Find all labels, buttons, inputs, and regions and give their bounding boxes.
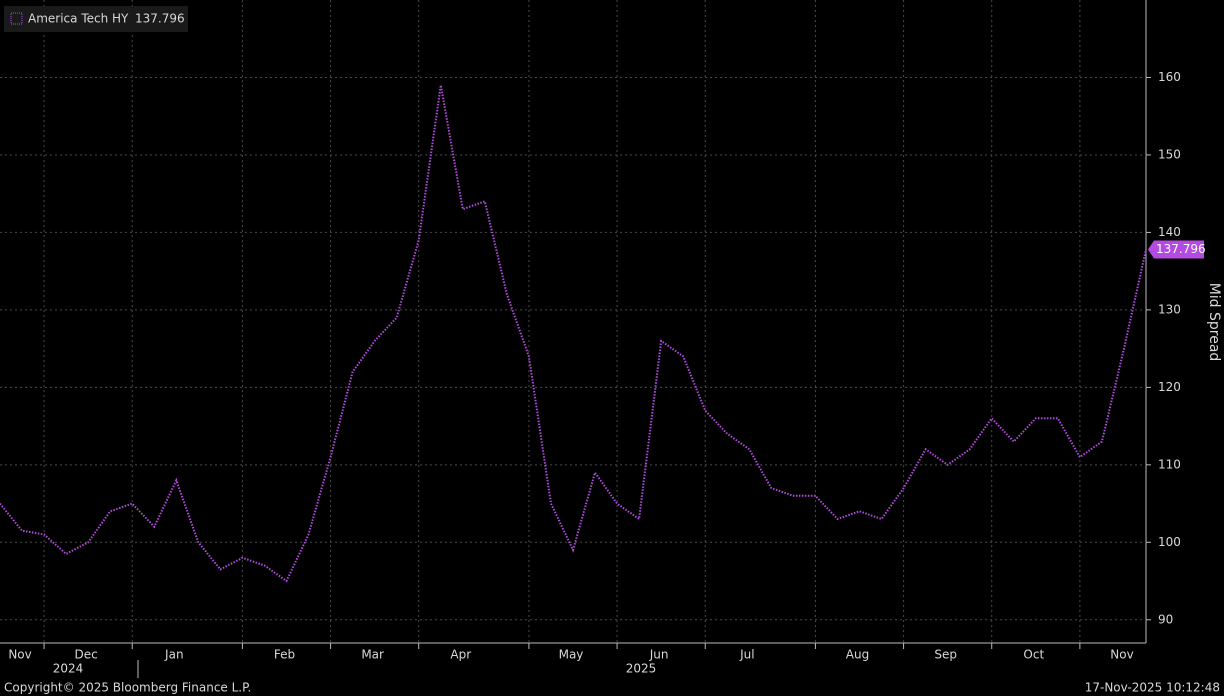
y-tick-label: 140 <box>1158 225 1181 239</box>
y-tick-label: 150 <box>1158 147 1181 161</box>
y-tick-label: 160 <box>1158 70 1181 84</box>
y-axis-title: Mid Spread <box>1206 283 1222 362</box>
x-tick-label: Dec <box>75 648 98 662</box>
footer-left: Copyright© 2025 Bloomberg Finance L.P. <box>4 681 251 695</box>
y-tick-label: 90 <box>1158 612 1173 626</box>
x-tick-label: Jun <box>649 648 669 662</box>
year-label: 2024 <box>53 662 84 676</box>
last-value-label: 137.796 <box>1156 242 1206 256</box>
x-tick-label: Apr <box>450 648 471 662</box>
x-tick-label: Nov <box>1110 648 1133 662</box>
y-tick-label: 110 <box>1158 457 1181 471</box>
legend-name: America Tech HY <box>28 12 129 26</box>
x-tick-label: Nov <box>8 648 31 662</box>
x-tick-label: Aug <box>846 648 869 662</box>
y-tick-label: 130 <box>1158 302 1181 316</box>
y-tick-label: 120 <box>1158 380 1181 394</box>
y-tick-label: 100 <box>1158 535 1181 549</box>
legend-box <box>4 6 188 32</box>
x-tick-label: Oct <box>1023 648 1044 662</box>
legend-swatch <box>10 12 23 25</box>
x-tick-label: Sep <box>934 648 957 662</box>
footer-right: 17-Nov-2025 10:12:48 <box>1085 681 1220 695</box>
x-tick-label: Mar <box>361 648 384 662</box>
last-value-tag <box>1148 240 1204 259</box>
x-tick-label: Jul <box>739 648 754 662</box>
year-label: 2025 <box>626 662 657 676</box>
x-tick-label: Jan <box>164 648 184 662</box>
x-tick-label: May <box>559 648 584 662</box>
legend-value: 137.796 <box>135 12 185 26</box>
series-line <box>0 85 1147 583</box>
x-tick-label: Feb <box>274 648 295 662</box>
